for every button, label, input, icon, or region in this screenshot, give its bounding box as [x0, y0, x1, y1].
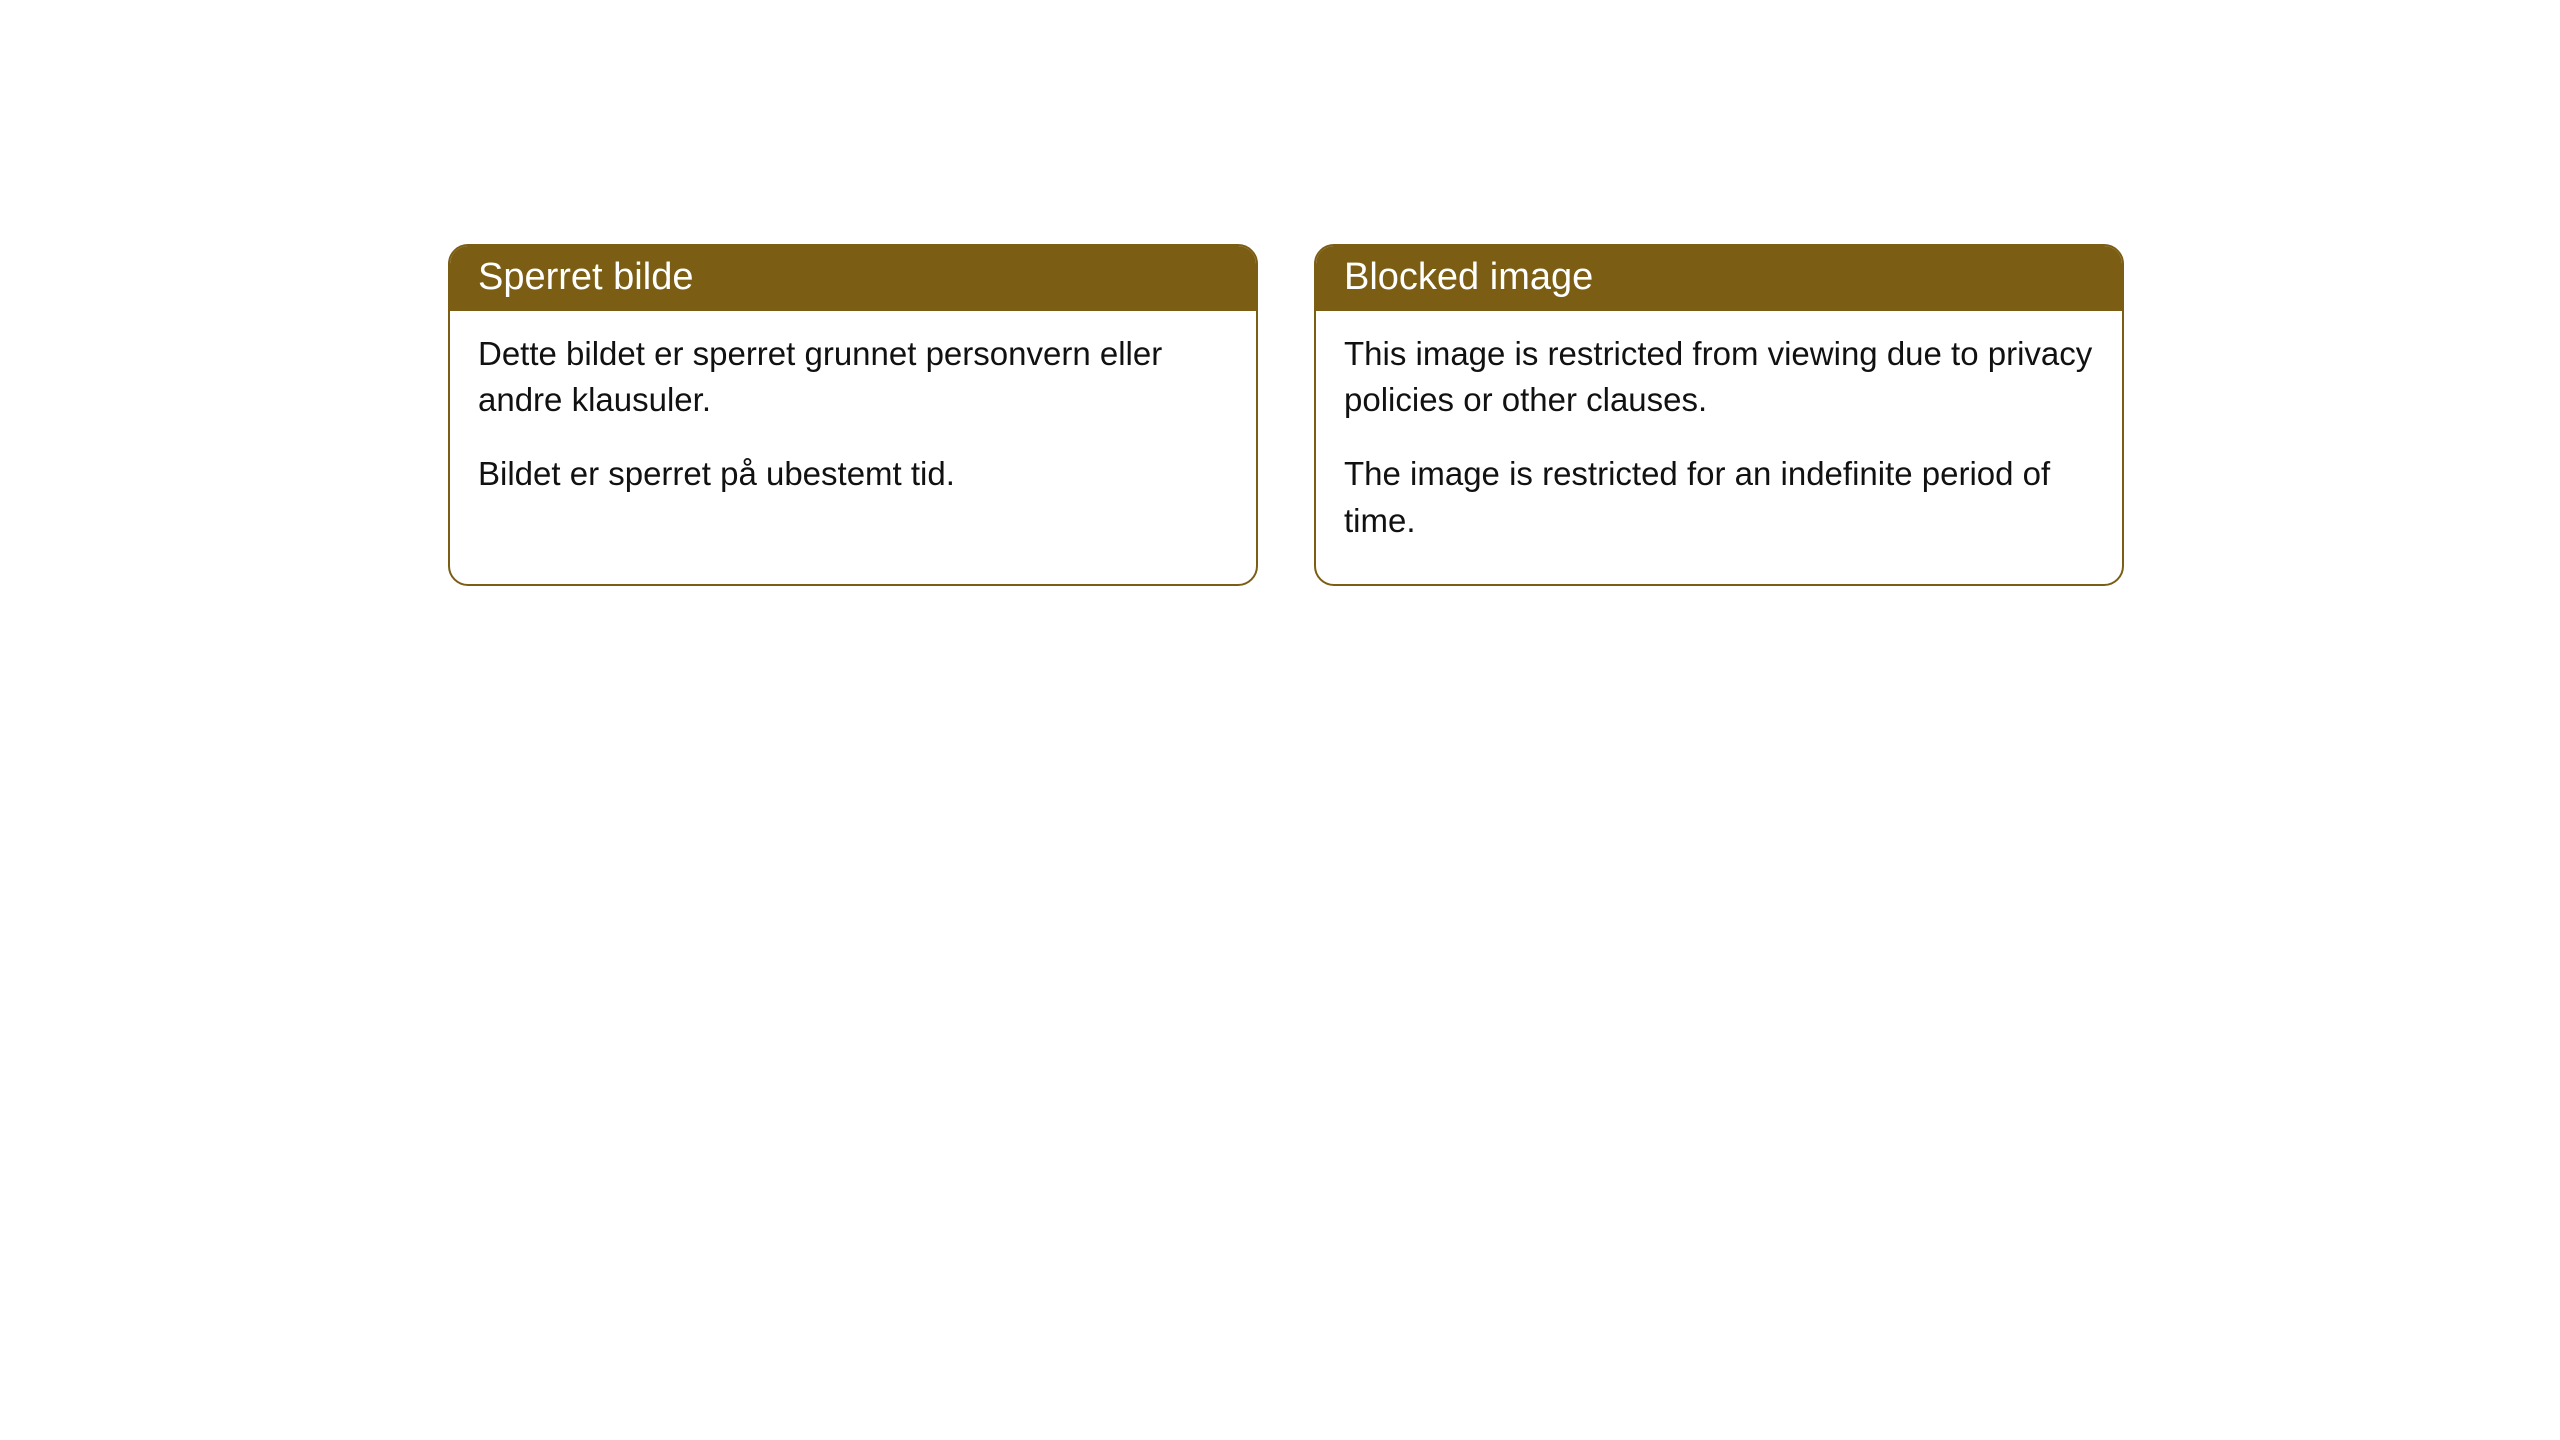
card-paragraph: Dette bildet er sperret grunnet personve… [478, 331, 1228, 423]
card-paragraph: This image is restricted from viewing du… [1344, 331, 2094, 423]
card-norwegian: Sperret bilde Dette bildet er sperret gr… [448, 244, 1258, 586]
card-paragraph: Bildet er sperret på ubestemt tid. [478, 451, 1228, 497]
card-header-english: Blocked image [1316, 246, 2122, 311]
cards-container: Sperret bilde Dette bildet er sperret gr… [0, 0, 2560, 586]
card-body-english: This image is restricted from viewing du… [1316, 311, 2122, 584]
card-body-norwegian: Dette bildet er sperret grunnet personve… [450, 311, 1256, 538]
card-paragraph: The image is restricted for an indefinit… [1344, 451, 2094, 543]
card-header-norwegian: Sperret bilde [450, 246, 1256, 311]
card-english: Blocked image This image is restricted f… [1314, 244, 2124, 586]
